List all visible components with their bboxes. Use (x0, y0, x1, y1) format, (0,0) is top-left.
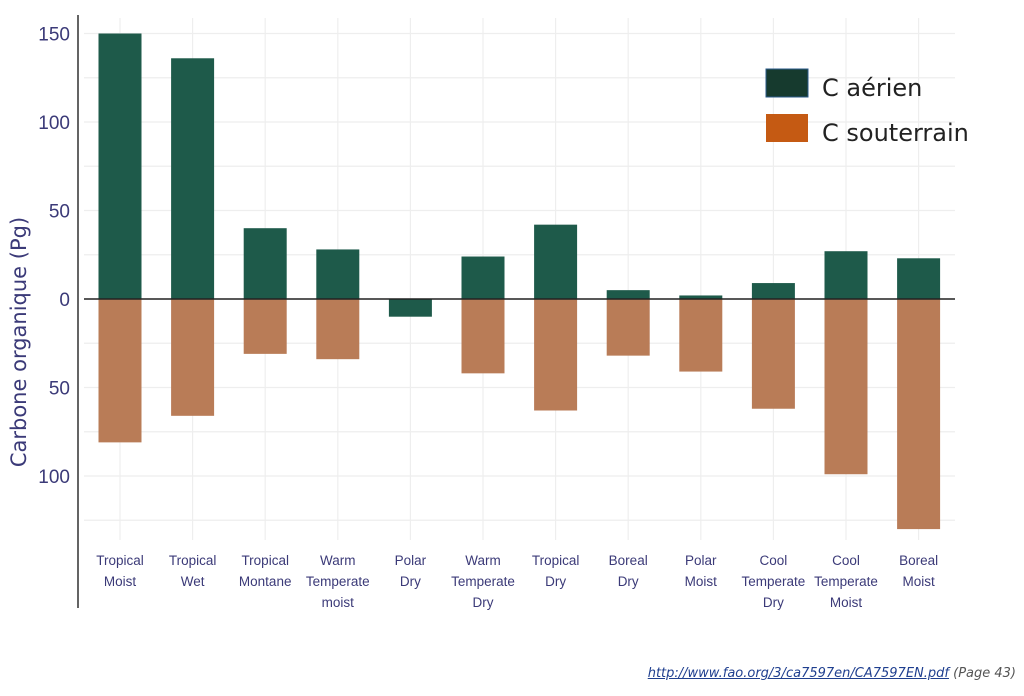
legend-swatch-aerien (765, 68, 809, 98)
x-category-label: Cool Temperate Moist (814, 553, 878, 610)
x-category-label-line: Tropical (241, 553, 289, 568)
x-category-label-line: Moist (104, 574, 137, 589)
x-category-label: Tropical Moist (96, 553, 144, 589)
x-category-label: Polar Dry (395, 553, 427, 589)
legend-label-souterrain: C souterrain (822, 119, 969, 147)
bar-souterrain-11 (897, 299, 941, 530)
y-tick-label: 0 (59, 290, 70, 311)
x-category-label-line: Dry (545, 574, 566, 589)
x-category-label: Warm Temperate Dry (451, 553, 515, 610)
x-category-label: Polar Moist (685, 553, 718, 589)
x-category-label-line: Cool (832, 553, 860, 568)
bar-souterrain-8 (679, 299, 723, 372)
x-category-label-line: Temperate (306, 574, 370, 589)
bar-aerien-3 (316, 249, 360, 299)
bar-souterrain-7 (606, 299, 650, 356)
x-category-labels: Tropical Moist Tropical Wet Tropical Montane W… (96, 553, 938, 610)
bar-aerien-1 (171, 58, 215, 299)
axes (77, 15, 955, 608)
x-category-label-line: Dry (473, 595, 494, 610)
y-tick-label: 50 (49, 202, 70, 223)
x-category-label: Cool Temperate Dry (742, 553, 806, 610)
bar-souterrain-6 (534, 299, 578, 411)
y-tick-label: 100 (38, 113, 70, 134)
bar-souterrain-1 (171, 299, 215, 416)
x-category-label-line: Moist (902, 574, 935, 589)
bar-aerien-0 (98, 33, 142, 299)
x-category-label-line: Warm (465, 553, 501, 568)
x-category-label-line: Montane (239, 574, 292, 589)
x-category-label-line: Moist (685, 574, 718, 589)
source-link[interactable]: http://www.fao.org/3/ca7597en/CA7597EN.p… (647, 666, 949, 681)
bars (98, 33, 941, 530)
bar-souterrain-2 (243, 299, 287, 354)
x-category-label-line: Cool (760, 553, 788, 568)
legend-swatch-souterrain (766, 114, 808, 142)
y-tick-labels: 150 100 50 0 50 100 (38, 25, 70, 489)
x-category-label: Tropical Dry (532, 553, 580, 589)
x-category-label: Tropical Wet (169, 553, 217, 589)
y-tick-label: 50 (49, 379, 70, 400)
x-category-label: Tropical Montane (239, 553, 292, 589)
bar-souterrain-9 (751, 299, 795, 409)
legend: C aérien C souterrain (765, 68, 969, 147)
y-tick-label: 100 (38, 467, 70, 488)
bar-aerien-4 (388, 299, 432, 317)
bar-souterrain-10 (824, 299, 868, 475)
x-category-label-line: Temperate (814, 574, 878, 589)
x-category-label-line: Polar (685, 553, 717, 568)
bar-aerien-11 (897, 258, 941, 299)
x-category-label-line: Tropical (532, 553, 580, 568)
x-category-label-line: moist (322, 595, 355, 610)
x-category-label-line: Wet (181, 574, 205, 589)
x-category-label-line: Dry (763, 595, 784, 610)
bar-aerien-7 (606, 290, 650, 299)
bar-souterrain-0 (98, 299, 142, 443)
bar-aerien-8 (679, 295, 723, 299)
y-axis-label: Carbone organique (Pg) (7, 217, 31, 467)
legend-label-aerien: C aérien (822, 74, 922, 102)
x-category-label-line: Warm (320, 553, 356, 568)
x-category-label-line: Tropical (96, 553, 144, 568)
x-category-label-line: Polar (395, 553, 427, 568)
bar-aerien-10 (824, 251, 868, 299)
bar-souterrain-5 (461, 299, 505, 374)
x-category-label: Boreal Dry (609, 553, 648, 589)
bar-aerien-5 (461, 256, 505, 299)
bar-aerien-2 (243, 228, 287, 299)
x-category-label-line: Boreal (899, 553, 938, 568)
x-category-label-line: Temperate (451, 574, 515, 589)
x-category-label: Boreal Moist (899, 553, 938, 589)
bar-souterrain-3 (316, 299, 360, 360)
x-category-label: Warm Temperate moist (306, 553, 370, 610)
bar-aerien-6 (534, 224, 578, 299)
x-category-label-line: Boreal (609, 553, 648, 568)
x-category-label-line: Tropical (169, 553, 217, 568)
source-citation: http://www.fao.org/3/ca7597en/CA7597EN.p… (648, 666, 1016, 681)
x-category-label-line: Dry (618, 574, 639, 589)
y-tick-label: 150 (38, 25, 70, 46)
source-page-note: (Page 43) (953, 666, 1016, 681)
bar-aerien-9 (751, 283, 795, 299)
x-category-label-line: Moist (830, 595, 863, 610)
x-category-label-line: Dry (400, 574, 421, 589)
x-category-label-line: Temperate (742, 574, 806, 589)
